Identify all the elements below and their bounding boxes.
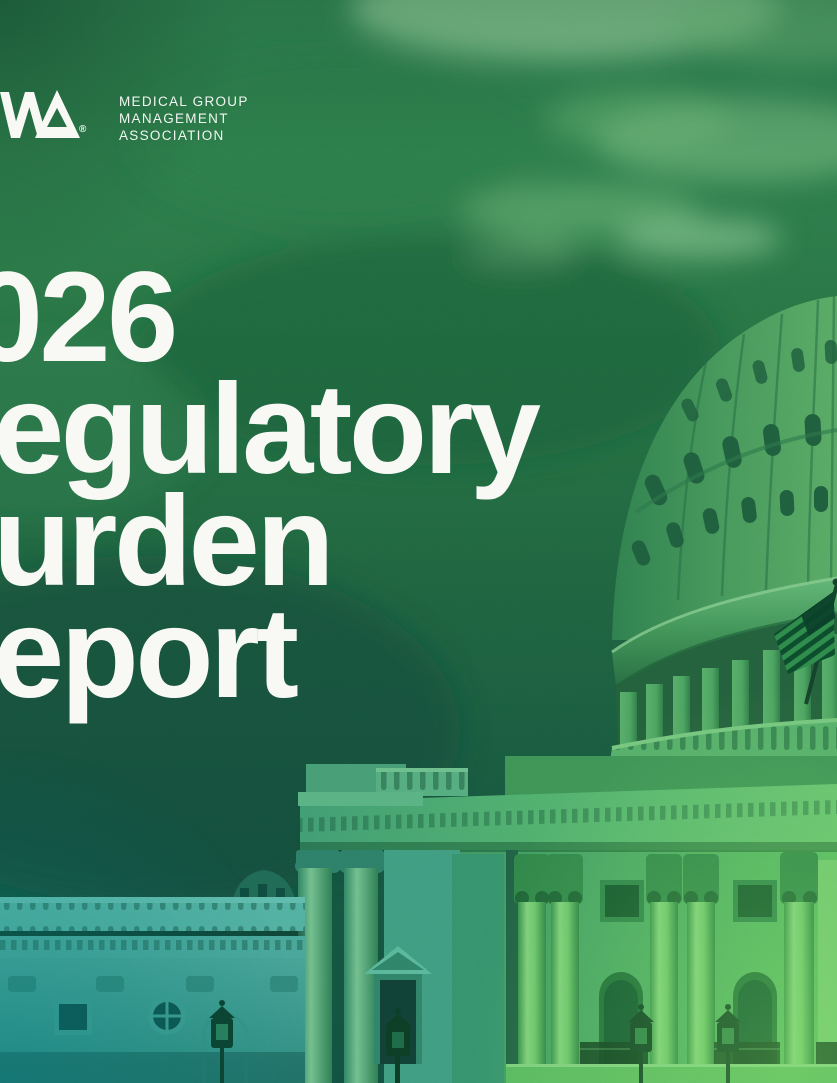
brand-name-line: MEDICAL GROUP <box>119 94 249 109</box>
brand-name-line: MANAGEMENT <box>119 111 229 126</box>
report-title: 2026 Regulatory Burden Report <box>0 246 541 725</box>
title-line-report: Report <box>0 582 299 725</box>
title-line-regulatory: Regulatory <box>0 358 541 501</box>
mgma-logo-mark <box>0 90 80 138</box>
title-line-year: 2026 <box>0 246 178 389</box>
brand-name: MEDICAL GROUP MANAGEMENT ASSOCIATION <box>119 93 249 144</box>
registered-trademark: ® <box>79 124 87 135</box>
brand-name-line: ASSOCIATION <box>119 128 225 143</box>
title-line-burden: Burden <box>0 470 334 613</box>
